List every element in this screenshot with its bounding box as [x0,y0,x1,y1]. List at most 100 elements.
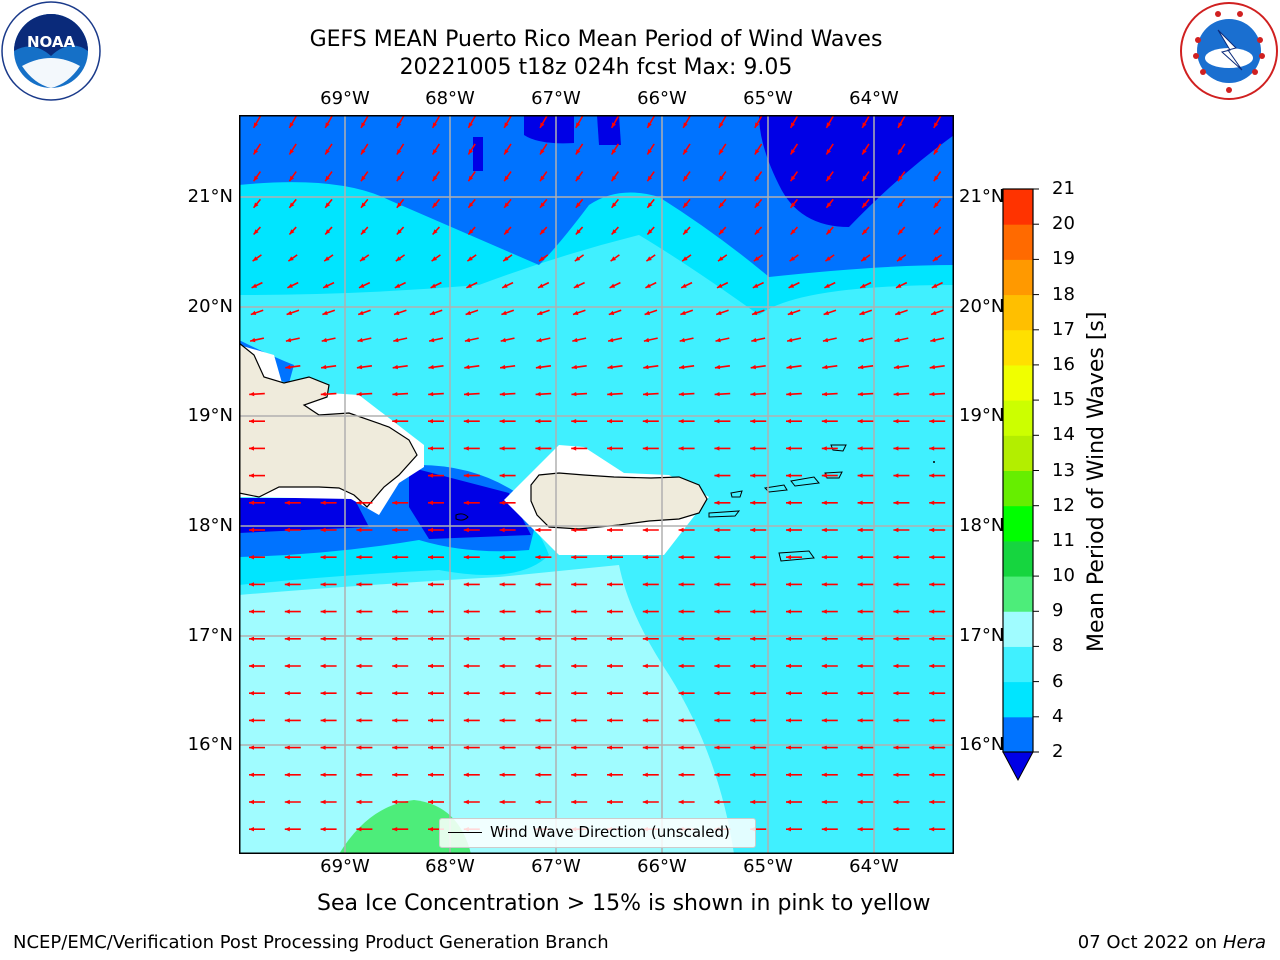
wind-wave-arrowhead [678,446,684,451]
wind-wave-arrowhead [898,175,903,182]
wind-wave-arrowhead [714,419,720,424]
wind-wave-arrowhead [750,799,756,805]
wind-wave-arrowhead [929,555,935,560]
wind-wave-arrowhead [575,229,581,235]
colorbar-segment [1003,329,1033,366]
wind-wave-arrowhead [714,691,720,696]
wind-wave-arrowhead [714,636,720,641]
wind-wave-arrowhead [715,337,721,343]
wind-wave-arrowhead [394,283,401,288]
wind-wave-arrowhead [428,527,433,533]
colorbar-tick-label: 19 [1052,248,1075,270]
wind-wave-arrowhead [929,718,935,723]
wind-wave-arrowhead [394,310,400,315]
wind-wave-arrowhead [647,149,652,155]
wind-wave-arrowhead [929,446,935,451]
wind-wave-arrowhead [463,609,469,614]
wind-wave-arrowhead [611,202,617,208]
wind-wave-arrowhead [822,337,829,343]
colorbar-segment [1003,646,1033,683]
wind-wave-arrowhead [714,527,720,533]
wind-wave-arrowhead [428,799,433,805]
wind-wave-arrowhead [356,582,362,587]
wind-wave-arrowhead [463,555,469,560]
wind-wave-arrowhead [428,473,433,478]
wind-wave-arrowhead [535,364,542,370]
wind-wave-arrowhead [356,636,362,641]
wind-wave-arrowhead [249,772,254,777]
wind-wave-arrowhead [392,772,398,777]
wind-wave-arrowhead [750,473,756,478]
wind-wave-arrowhead [429,337,435,343]
wind-wave-arrowhead [284,663,290,669]
wind-wave-arrowhead [503,256,509,262]
lat-label-right-6: 16°N [959,734,1005,755]
wind-wave-arrowhead [285,364,291,370]
wind-wave-arrowhead [502,283,508,288]
wind-wave-arrowhead [611,122,616,128]
wind-wave-arrowhead [360,256,366,262]
wind-wave-arrowhead [467,256,473,262]
wind-wave-arrowhead [287,283,293,288]
wind-wave-arrowhead [535,609,541,614]
wind-wave-arrowhead [933,175,939,182]
wind-wave-arrowhead [857,827,863,832]
wind-wave-arrowhead [609,283,616,288]
wind-wave-arrowhead [751,337,757,343]
wind-wave-arrowhead [786,718,791,723]
land-culebra [730,490,743,498]
wind-wave-arrowhead [678,419,684,424]
wind-wave-arrowhead [647,122,652,128]
wind-wave-arrowhead [933,149,939,155]
wind-wave-arrowhead [642,691,648,696]
wind-wave-arrowhead [642,582,648,587]
wind-wave-arrowhead [504,149,509,155]
wind-wave-arrowhead [678,527,684,533]
wind-wave-arrowhead [499,772,505,777]
wind-wave-arrowhead [251,283,258,288]
wind-wave-arrowhead [250,310,257,315]
wind-wave-arrowhead [499,555,505,560]
wind-wave-arrowhead [392,364,398,370]
wind-wave-arrowhead [895,310,901,315]
wind-wave-arrowhead [504,229,510,235]
wind-wave-arrowhead [356,718,362,723]
wind-wave-arrowhead [325,202,331,208]
wind-wave-arrowhead [535,745,541,750]
wind-wave-arrowhead [289,122,294,128]
wind-wave-arrowhead [320,636,326,641]
wind-wave-arrowhead [499,636,505,641]
wind-wave-arrowhead [537,310,543,315]
wind-wave-arrowhead [857,772,863,777]
colorbar-segment [1003,189,1033,225]
wind-wave-arrowhead [750,745,756,750]
field-pale-cyan-south [239,565,734,854]
wind-wave-arrowhead [392,609,398,614]
wind-wave-arrowhead [253,175,259,182]
wind-wave-arrowhead [821,527,827,533]
wind-wave-arrowhead [540,175,545,182]
wind-wave-arrowhead [930,337,936,343]
wind-wave-arrowhead [679,337,685,343]
wind-wave-arrowhead [466,283,472,288]
wind-wave-arrowhead [683,149,688,155]
wind-wave-arrowhead [898,202,903,208]
wind-wave-arrowhead [284,827,290,832]
wind-wave-arrowhead [499,691,505,696]
wind-wave-arrowhead [463,718,469,723]
wind-wave-arrowhead [396,149,402,155]
wind-wave-arrowhead [642,636,648,641]
wind-wave-arrowhead [392,663,398,669]
lat-label-right-3: 19°N [959,405,1005,426]
wind-wave-arrowhead [678,392,684,397]
land-islet [933,461,935,463]
wind-wave-arrowhead [826,229,832,235]
wind-wave-arrowhead [392,718,398,723]
wind-wave-arrowhead [249,745,254,750]
wind-wave-arrowhead [499,419,505,424]
wind-wave-arrowhead [573,283,580,288]
wind-wave-arrowhead [535,527,541,533]
wind-wave-arrowhead [535,555,541,560]
wind-wave-arrowhead [714,446,720,451]
wind-wave-arrowhead [645,283,651,288]
